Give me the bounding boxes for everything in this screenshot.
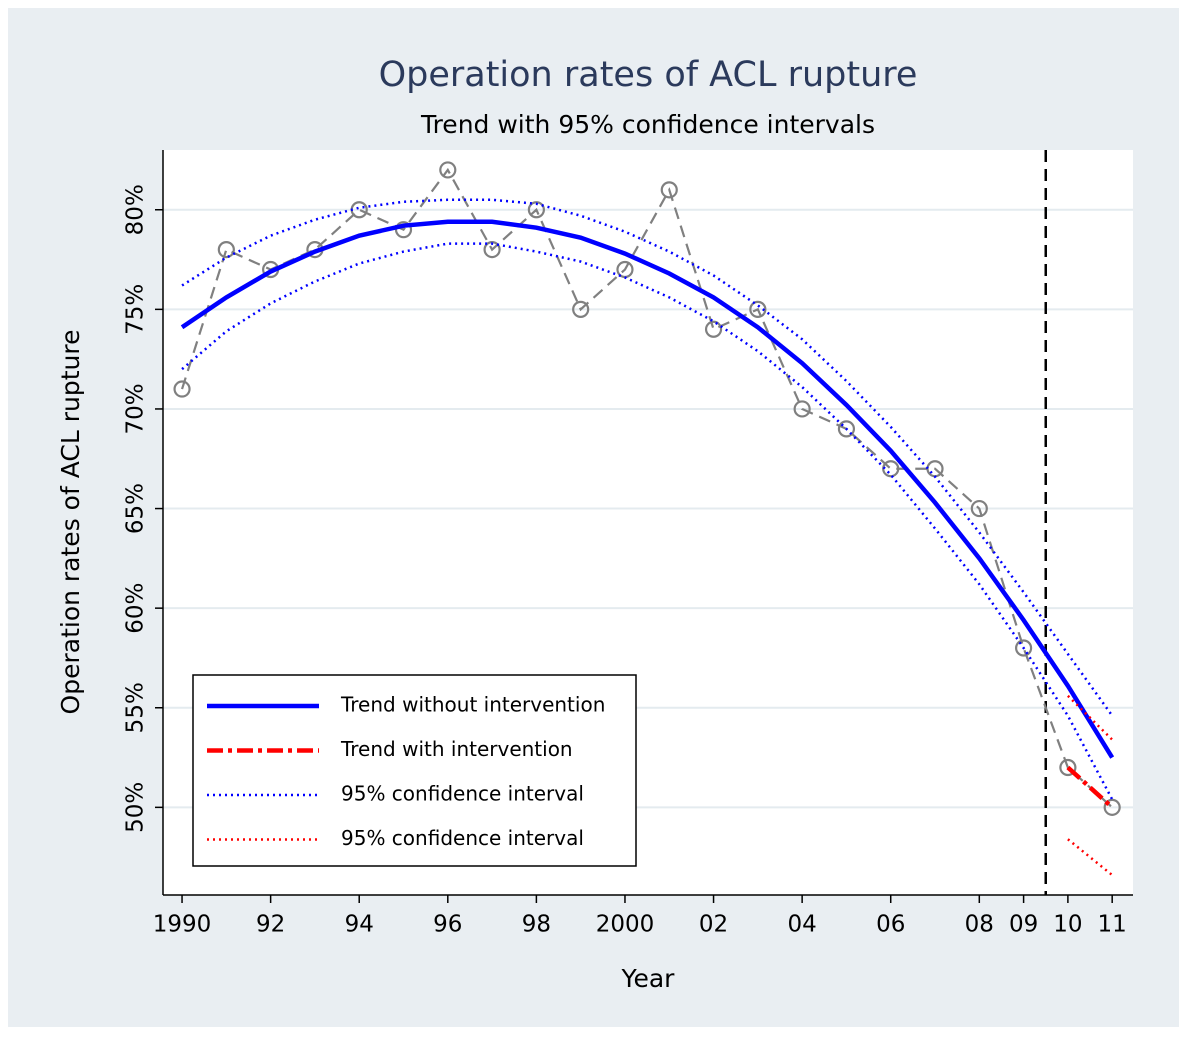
data-point (1014, 639, 1033, 657)
x-tick-label: 96 (433, 912, 462, 938)
y-tick-label: 60% (123, 583, 149, 634)
data-point (439, 161, 457, 179)
legend-label: Trend with intervention (340, 737, 573, 761)
series-line (1067, 694, 1114, 741)
series-line (180, 167, 1113, 809)
x-tick-label: 06 (876, 912, 905, 938)
data-point (483, 240, 501, 259)
chart-subtitle: Trend with 95% confidence intervals (420, 110, 875, 139)
x-tick-label: 09 (1009, 912, 1038, 938)
data-point (1103, 798, 1121, 816)
legend: Trend without intervention Trend with int… (192, 674, 637, 867)
marks (173, 150, 1121, 895)
x-tick-label: 98 (522, 912, 551, 938)
x-tick-label: 94 (345, 912, 374, 938)
x-tick-label: 02 (699, 912, 728, 938)
series-line (1066, 765, 1114, 810)
x-tick-label: 04 (787, 912, 816, 938)
y-tick-label: 70% (123, 383, 149, 434)
data-point (660, 181, 678, 199)
data-point (1059, 758, 1077, 777)
y-tick-label: 80% (123, 184, 149, 235)
data-point (837, 420, 856, 438)
data-point (749, 300, 767, 318)
x-tick-label: 1990 (153, 912, 212, 938)
series-line (181, 198, 1114, 717)
x-tick-label: 08 (965, 912, 994, 938)
y-tick-label: 55% (123, 682, 149, 733)
data-point (970, 499, 988, 518)
x-tick-label: 92 (256, 912, 285, 938)
y-tick-label: 75% (123, 284, 149, 335)
x-tick-label: 2000 (596, 912, 655, 938)
data-point (527, 201, 545, 219)
series-line (180, 219, 1115, 759)
y-axis-label: Operation rates of ACL rupture (56, 330, 85, 715)
x-tick-label: 10 (1053, 912, 1082, 938)
data-point (173, 380, 191, 398)
x-tick-label: 11 (1098, 912, 1127, 938)
y-tick-label: 65% (123, 483, 149, 534)
series-line (181, 242, 1114, 800)
chart-title: Operation rates of ACL rupture (379, 55, 918, 95)
data-point (793, 400, 811, 418)
y-tick-label: 50% (123, 782, 149, 833)
data-point (217, 240, 235, 259)
legend-label: Trend without intervention (340, 693, 605, 717)
legend-label: 95% confidence interval (341, 826, 584, 850)
x-axis-label: Year (621, 964, 676, 993)
data-point (572, 300, 590, 318)
legend-label: 95% confidence interval (341, 782, 584, 806)
data-point (704, 320, 723, 338)
